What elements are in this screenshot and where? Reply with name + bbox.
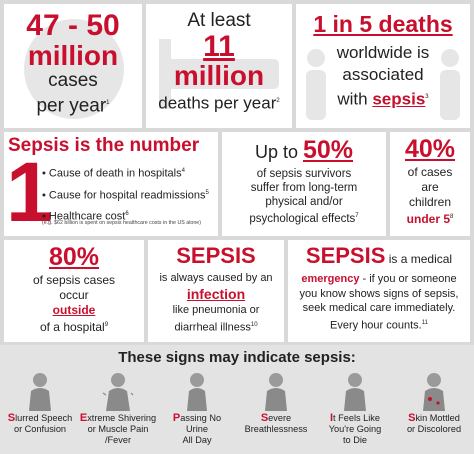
cases-label: cases bbox=[48, 70, 98, 91]
one-in-five-line2: worldwide is bbox=[336, 43, 430, 62]
confused-person-icon bbox=[29, 373, 51, 411]
survivors-prefix: Up to bbox=[254, 142, 303, 162]
deaths-number: 11 bbox=[203, 30, 235, 63]
emergency-line2: you know shows signs of sepsis, bbox=[299, 287, 459, 300]
sign-item: Severe Breathlessness bbox=[236, 371, 316, 435]
infection-panel: SEPSIS is always caused by an infection … bbox=[148, 240, 284, 342]
cases-per-year-panel: 47 - 50 million cases per year1 bbox=[4, 4, 142, 128]
infection-line4: diarrheal illness bbox=[174, 321, 251, 334]
outside-hospital-panel: 80% of sepsis cases occur outside of a h… bbox=[4, 240, 144, 342]
sign-item: Slurred Speech or Confusion bbox=[0, 371, 80, 435]
cost-footnote: (e.g. $62 billion is spent on sepsis hea… bbox=[42, 220, 201, 226]
emergency-line3: seek medical care immediately. bbox=[302, 302, 456, 314]
hospital-bed-icon bbox=[159, 39, 279, 109]
deaths-unit: million bbox=[173, 60, 265, 91]
footnote-ref-8: 8 bbox=[450, 214, 454, 220]
survivors-percent: 50% bbox=[302, 136, 354, 164]
deaths-intro: At least bbox=[187, 10, 251, 31]
one-in-five-panel: 1 in 5 deaths worldwide is associated wi… bbox=[296, 4, 470, 128]
footnote-ref-2: 2 bbox=[276, 98, 280, 104]
rank-item: • Cause of death in hospitals4 bbox=[42, 167, 185, 180]
signs-header: These signs may indicate sepsis: bbox=[118, 349, 356, 366]
distressed-person-icon bbox=[344, 373, 366, 411]
children-line1: of cases bbox=[407, 165, 453, 179]
sign-item: Extreme Shivering or Muscle Pain /Fever bbox=[78, 371, 158, 446]
infection-emphasis: infection bbox=[186, 286, 246, 302]
rank-item: • Healthcare cost6 bbox=[42, 210, 129, 223]
breathless-person-icon bbox=[265, 373, 287, 411]
person-icon bbox=[187, 373, 207, 411]
outside-line2: occur bbox=[59, 288, 89, 302]
children-line2: are bbox=[421, 180, 439, 194]
people-group-icon bbox=[306, 49, 460, 120]
infection-line3: like pneumonia or bbox=[172, 304, 260, 316]
deaths-per-year-panel: At least 11 million deaths per year2 bbox=[146, 4, 292, 128]
children-under-five: under 5 bbox=[406, 212, 450, 226]
sepsis-signs-section: These signs may indicate sepsis: Slurred… bbox=[0, 345, 474, 454]
outside-emphasis: outside bbox=[52, 303, 96, 317]
cases-range: 47 - 50 bbox=[26, 9, 120, 42]
globe-icon bbox=[24, 19, 124, 119]
one-in-five-sepsis: sepsis bbox=[372, 89, 426, 109]
outside-line1: of sepsis cases bbox=[32, 273, 116, 287]
survivors-line2: suffer from long-term bbox=[250, 182, 358, 194]
survivors-panel: Up to 50% of sepsis survivors suffer fro… bbox=[222, 132, 386, 236]
shivering-person-icon bbox=[102, 373, 134, 411]
sign-item: Skin Mottled or Discolored bbox=[394, 371, 474, 435]
rank-item: • Cause for hospital readmissions5 bbox=[42, 189, 209, 202]
footnote-ref-10: 10 bbox=[250, 322, 258, 328]
cases-unit: million bbox=[27, 40, 119, 71]
sign-item: It Feels Like You're Going to Die bbox=[315, 371, 395, 446]
big-number-one: 1 bbox=[6, 145, 53, 236]
cases-period: per year bbox=[36, 95, 107, 117]
outside-line4: of a hospital bbox=[39, 320, 105, 334]
footnote-ref-3: 3 bbox=[425, 94, 429, 100]
number-one-panel: Sepsis is the number 1 • Cause of death … bbox=[4, 132, 218, 236]
number-one-title: Sepsis is the number bbox=[8, 135, 200, 156]
emergency-title: SEPSIS bbox=[305, 243, 386, 268]
one-in-five-line3: associated bbox=[342, 65, 424, 84]
children-line3: children bbox=[408, 195, 452, 209]
footnote-ref-9: 9 bbox=[104, 322, 109, 328]
mottled-skin-person-icon bbox=[423, 373, 445, 411]
emergency-panel: SEPSIS is a medical emergency - if you o… bbox=[288, 240, 470, 342]
sign-item: Passing No Urine All Day bbox=[157, 371, 237, 446]
survivors-line3: physical and/or bbox=[265, 196, 343, 208]
footnote-ref-1: 1 bbox=[106, 100, 110, 106]
children-percent: 40% bbox=[404, 135, 456, 163]
emergency-title-rest: is a medical bbox=[385, 252, 453, 266]
children-panel: 40% of cases are children under 58 bbox=[390, 132, 470, 236]
deaths-label: deaths per year bbox=[158, 93, 277, 113]
one-in-five-headline: 1 in 5 deaths bbox=[313, 11, 453, 37]
survivors-line4: psychological effects bbox=[249, 212, 356, 225]
one-in-five-with: with bbox=[337, 89, 373, 109]
survivors-line1: of sepsis survivors bbox=[256, 168, 352, 180]
infection-line1: is always caused by an bbox=[159, 272, 273, 284]
emergency-line4: Every hour counts. bbox=[330, 319, 422, 332]
infection-title: SEPSIS bbox=[176, 243, 256, 268]
emergency-emphasis: emergency bbox=[301, 273, 360, 285]
footnote-ref-11: 11 bbox=[421, 319, 428, 326]
emergency-line1: - if you or someone bbox=[359, 273, 457, 285]
footnote-ref-7: 7 bbox=[355, 213, 359, 219]
outside-percent: 80% bbox=[48, 243, 100, 271]
